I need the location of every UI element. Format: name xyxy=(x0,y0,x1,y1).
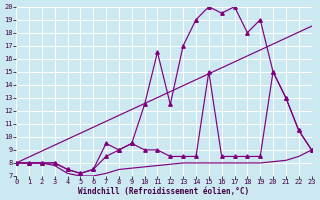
X-axis label: Windchill (Refroidissement éolien,°C): Windchill (Refroidissement éolien,°C) xyxy=(78,187,249,196)
